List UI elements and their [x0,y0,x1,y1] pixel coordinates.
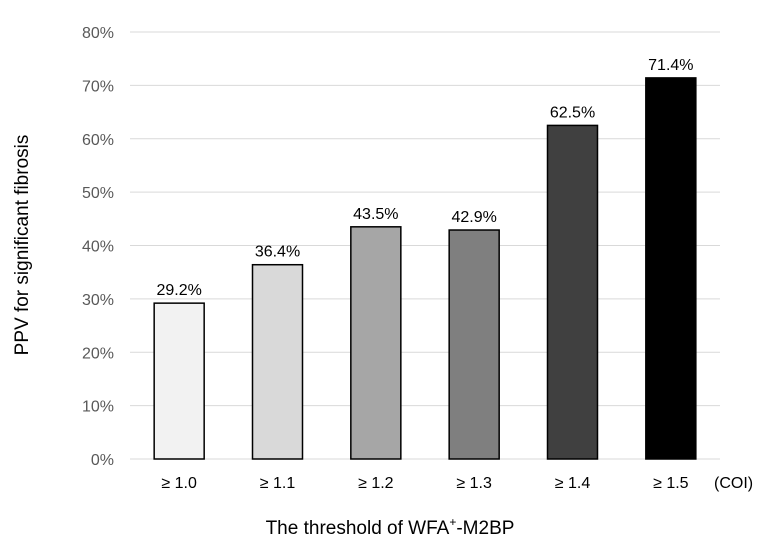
data-label-3: 43.5% [353,206,398,223]
bar-3 [350,226,402,460]
bar-2 [251,263,304,460]
category-label-5: ≥ 1.4 [555,475,591,492]
category-label-4: ≥ 1.3 [456,475,492,492]
y-tick-label-30: 30% [82,292,114,309]
category-label-6: ≥ 1.5 [653,475,689,492]
bar-5 [546,124,599,460]
y-tick-label-40: 40% [82,239,114,256]
category-label-1: ≥ 1.0 [161,475,197,492]
y-tick-label-80: 80% [82,25,114,42]
y-axis-tick-labels: 0% 10% 20% 30% 40% 50% 60% 70% 80% [82,25,114,469]
x-axis-title-rest: -M2BP [456,518,514,539]
gridlines [130,31,720,460]
bar-4 [448,229,500,460]
bar-6 [645,77,697,460]
x-axis-category-labels: ≥ 1.0 ≥ 1.1 ≥ 1.2 ≥ 1.3 ≥ 1.4 ≥ 1.5 [161,475,688,492]
data-label-2: 36.4% [255,244,300,261]
y-tick-label-0: 0% [91,452,114,469]
data-label-4: 42.9% [451,209,496,226]
y-tick-label-20: 20% [82,345,114,362]
y-tick-label-10: 10% [82,399,114,416]
y-tick-label-50: 50% [82,185,114,202]
data-labels: 29.2% 36.4% 43.5% 42.9% 62.5% 71.4% [156,57,693,299]
bar-1 [153,302,205,460]
y-tick-label-60: 60% [82,132,114,149]
x-axis-title-main: The threshold of WFA [266,518,450,539]
category-label-2: ≥ 1.1 [260,475,296,492]
data-label-1: 29.2% [156,282,201,299]
category-label-3: ≥ 1.2 [358,475,394,492]
y-tick-label-70: 70% [82,78,114,95]
x-axis-title-superscript: + [449,515,456,529]
y-axis-title: PPV for significant fibrosis [12,135,33,356]
data-label-6: 71.4% [648,57,693,74]
bars [153,77,697,460]
data-label-5: 62.5% [550,104,595,121]
x-axis-title: The threshold of WFA+-M2BP [266,515,515,539]
x-axis-unit-label: (COI) [714,475,753,492]
